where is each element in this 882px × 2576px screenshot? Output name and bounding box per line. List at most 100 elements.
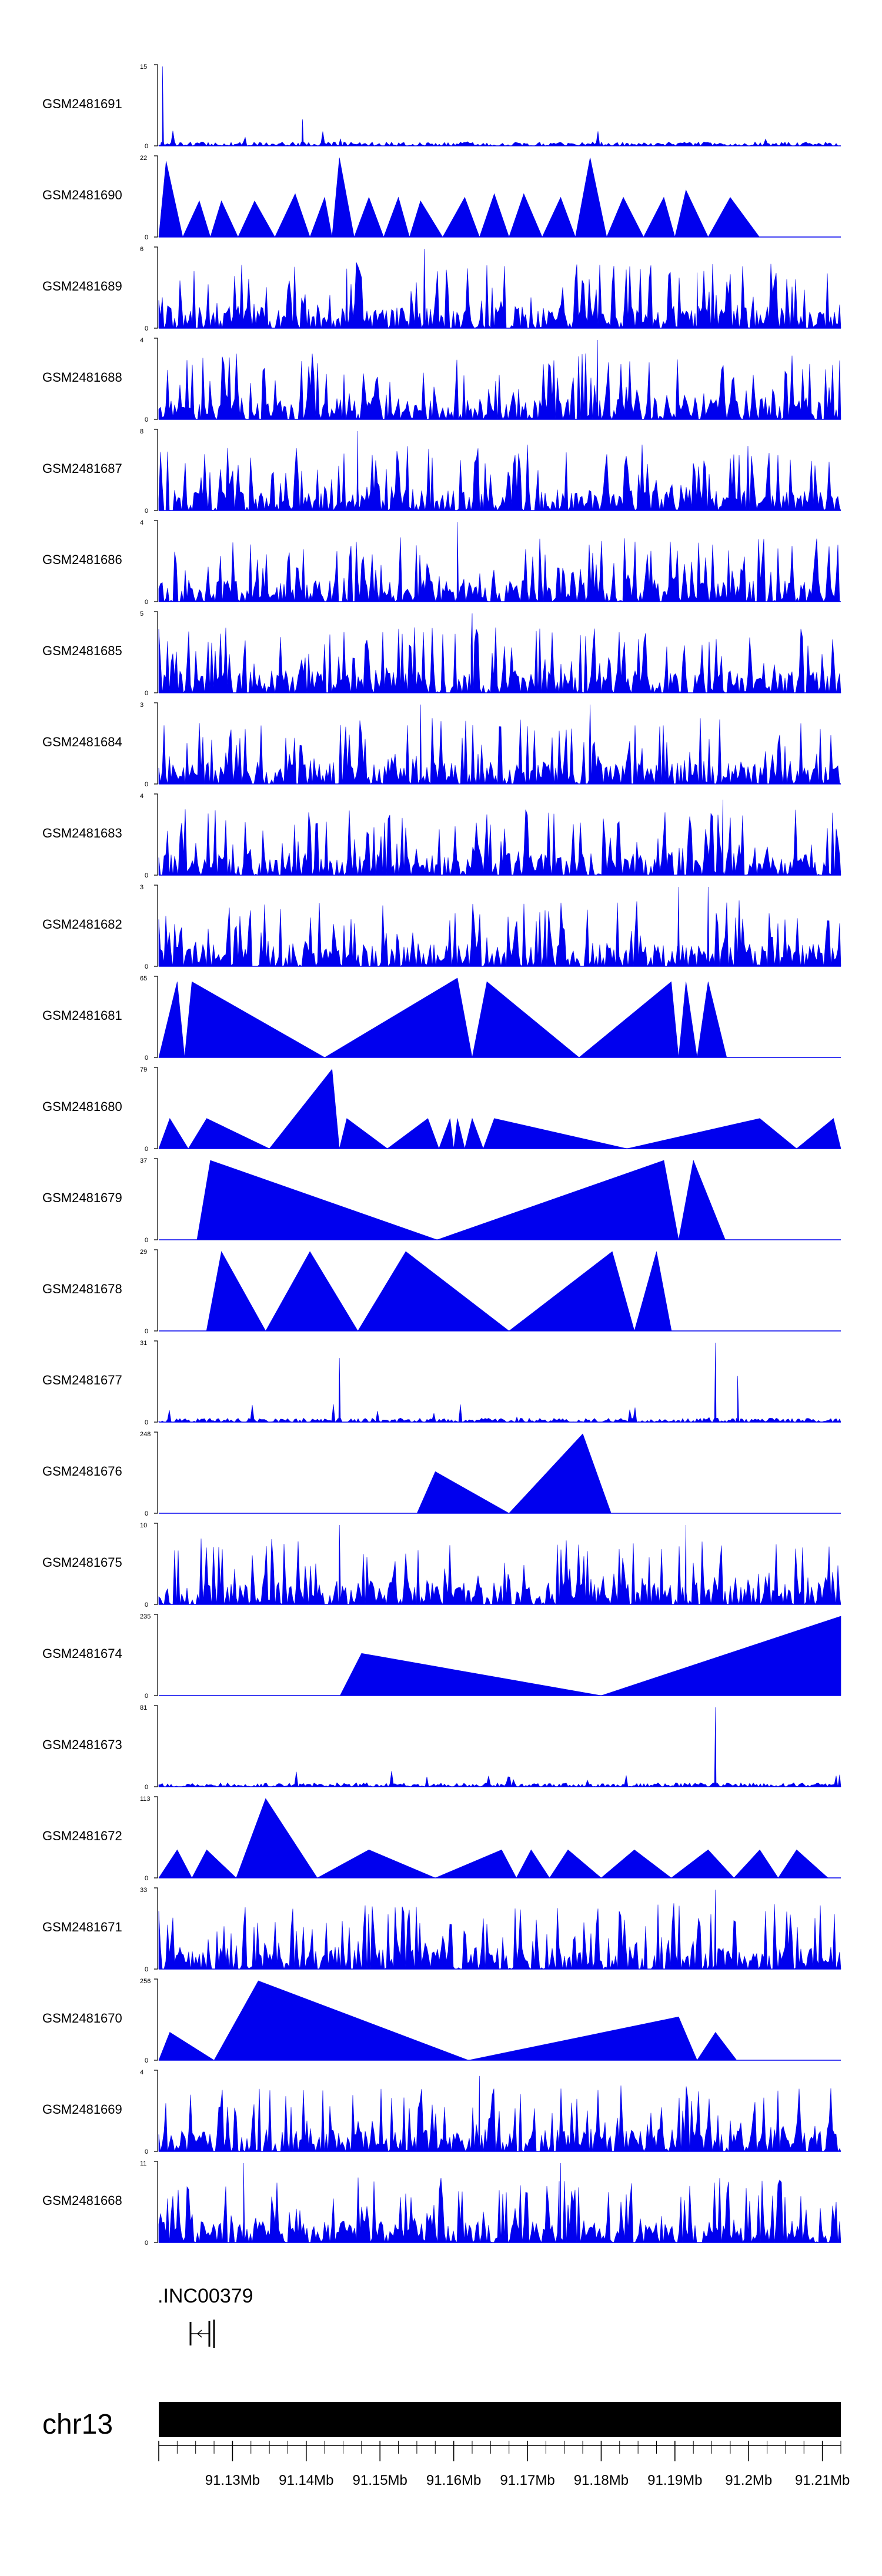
genome-axis: 91.13Mb 91.14Mb 91.15Mb 91.16Mb 91.17Mb 91.18… <box>158 2441 850 2488</box>
y-max-tick-label: 5 <box>140 610 143 618</box>
track-gsm2481687: GSM2481687 8 0 <box>42 428 841 515</box>
y-min-tick-label: 0 <box>145 1419 148 1426</box>
track-panel: GSM2481691150GSM2481690220GSM248168960GS… <box>42 64 841 2247</box>
x-tick-label: 91.17Mb <box>500 2472 554 2488</box>
y-max-tick-label: 235 <box>140 1613 151 1620</box>
coverage-area <box>158 886 841 967</box>
track-gsm2481670: GSM2481670 256 0 <box>42 1978 841 2064</box>
y-axis-line <box>154 611 158 693</box>
track-gsm2481669: GSM2481669 4 0 <box>42 2069 841 2155</box>
y-max-tick-label: 4 <box>140 337 143 344</box>
track-gsm2481679: GSM2481679 37 0 <box>42 1157 841 1244</box>
y-min-tick-label: 0 <box>145 325 148 332</box>
chromosome-ideogram-bar <box>159 2402 841 2437</box>
y-min-tick-label: 0 <box>145 143 148 150</box>
y-axis-line <box>154 64 158 146</box>
y-min-tick-label: 0 <box>145 1693 148 1700</box>
track-gsm2481675: GSM2481675 10 0 <box>42 1522 841 1609</box>
track-gsm2481686: GSM2481686 4 0 <box>42 519 841 606</box>
y-max-tick-label: 15 <box>140 64 147 71</box>
y-axis-line <box>154 1705 158 1787</box>
y-axis-line <box>154 429 158 511</box>
y-axis-line <box>154 885 158 967</box>
track-label: GSM2481675 <box>42 1555 122 1570</box>
y-max-tick-label: 248 <box>140 1431 151 1438</box>
track-gsm2481680: GSM2481680 79 0 <box>42 1066 841 1153</box>
y-axis-line <box>154 246 158 329</box>
track-label: GSM2481679 <box>42 1190 122 1205</box>
track-label: GSM2481670 <box>42 2011 122 2026</box>
y-axis-line <box>154 793 158 876</box>
track-label: GSM2481689 <box>42 279 122 293</box>
y-min-tick-label: 0 <box>145 1328 148 1335</box>
y-max-tick-label: 6 <box>140 246 143 253</box>
y-min-tick-label: 0 <box>145 1237 148 1244</box>
track-label: GSM2481691 <box>42 96 122 111</box>
y-axis-line <box>154 1978 158 2061</box>
track-gsm2481689: GSM2481689 6 0 <box>42 246 841 332</box>
y-axis-line <box>154 520 158 602</box>
y-max-tick-label: 4 <box>140 2069 143 2076</box>
track-gsm2481685: GSM2481685 5 0 <box>42 610 841 697</box>
track-label: GSM2481674 <box>42 1646 122 1661</box>
track-gsm2481688: GSM2481688 4 0 <box>42 337 841 423</box>
track-label: GSM2481685 <box>42 643 122 658</box>
track-label: GSM2481676 <box>42 1464 122 1479</box>
track-label: GSM2481684 <box>42 735 122 749</box>
y-axis-line <box>154 1067 158 1149</box>
track-label: GSM2481687 <box>42 461 122 476</box>
y-axis-line <box>154 1249 158 1332</box>
y-min-tick-label: 0 <box>145 508 148 515</box>
x-tick-label: 91.19Mb <box>647 2472 702 2488</box>
y-max-tick-label: 3 <box>140 702 143 709</box>
y-min-tick-label: 0 <box>145 234 148 241</box>
track-label: GSM2481671 <box>42 1920 122 1934</box>
track-label: GSM2481686 <box>42 552 122 567</box>
track-gsm2481683: GSM2481683 4 0 <box>42 793 841 879</box>
track-label: GSM2481690 <box>42 188 122 202</box>
track-gsm2481674: GSM2481674 235 0 <box>42 1613 841 1700</box>
y-axis-line <box>154 1796 158 1878</box>
y-max-tick-label: 4 <box>140 519 143 526</box>
gene-label: .INC00379 <box>158 2285 253 2307</box>
y-axis-line <box>154 338 158 420</box>
track-gsm2481676: GSM2481676 248 0 <box>42 1431 841 1517</box>
track-gsm2481668: GSM2481668 11 0 <box>42 2160 841 2247</box>
coverage-area <box>158 1069 841 1149</box>
gene-model <box>189 2320 215 2348</box>
y-max-tick-label: 4 <box>140 793 143 800</box>
track-gsm2481681: GSM2481681 65 0 <box>42 975 841 1062</box>
chromosome-label: chr13 <box>42 2409 113 2440</box>
y-max-tick-label: 113 <box>140 1796 151 1803</box>
y-min-tick-label: 0 <box>145 1055 148 1062</box>
y-min-tick-label: 0 <box>145 1146 148 1153</box>
y-axis-line <box>154 1523 158 1605</box>
track-label: GSM2481677 <box>42 1373 122 1387</box>
track-gsm2481684: GSM2481684 3 0 <box>42 702 841 788</box>
y-max-tick-label: 79 <box>140 1066 147 1073</box>
y-axis-line <box>154 1432 158 1514</box>
y-min-tick-label: 0 <box>145 1966 148 1973</box>
y-max-tick-label: 33 <box>140 1887 147 1894</box>
coverage-area <box>206 1251 672 1332</box>
track-gsm2481677: GSM2481677 31 0 <box>42 1340 841 1426</box>
coverage-area <box>158 1889 841 1970</box>
coverage-area <box>158 2163 841 2244</box>
y-min-tick-label: 0 <box>145 2057 148 2064</box>
x-tick-label: 91.21Mb <box>795 2472 850 2488</box>
y-min-tick-label: 0 <box>145 1784 148 1791</box>
x-tick-label: 91.15Mb <box>353 2472 407 2488</box>
y-min-tick-label: 0 <box>145 416 148 423</box>
y-axis-line <box>154 2070 158 2152</box>
y-max-tick-label: 37 <box>140 1157 147 1164</box>
coverage-area <box>158 1342 841 1423</box>
coverage-area <box>158 799 841 876</box>
track-gsm2481690: GSM2481690 22 0 <box>42 155 841 241</box>
y-axis-line <box>154 1887 158 1970</box>
y-max-tick-label: 65 <box>140 975 147 982</box>
y-min-tick-label: 0 <box>145 1601 148 1609</box>
x-tick-label: 91.16Mb <box>426 2472 481 2488</box>
y-min-tick-label: 0 <box>145 1875 148 1882</box>
y-min-tick-label: 0 <box>145 2148 148 2155</box>
